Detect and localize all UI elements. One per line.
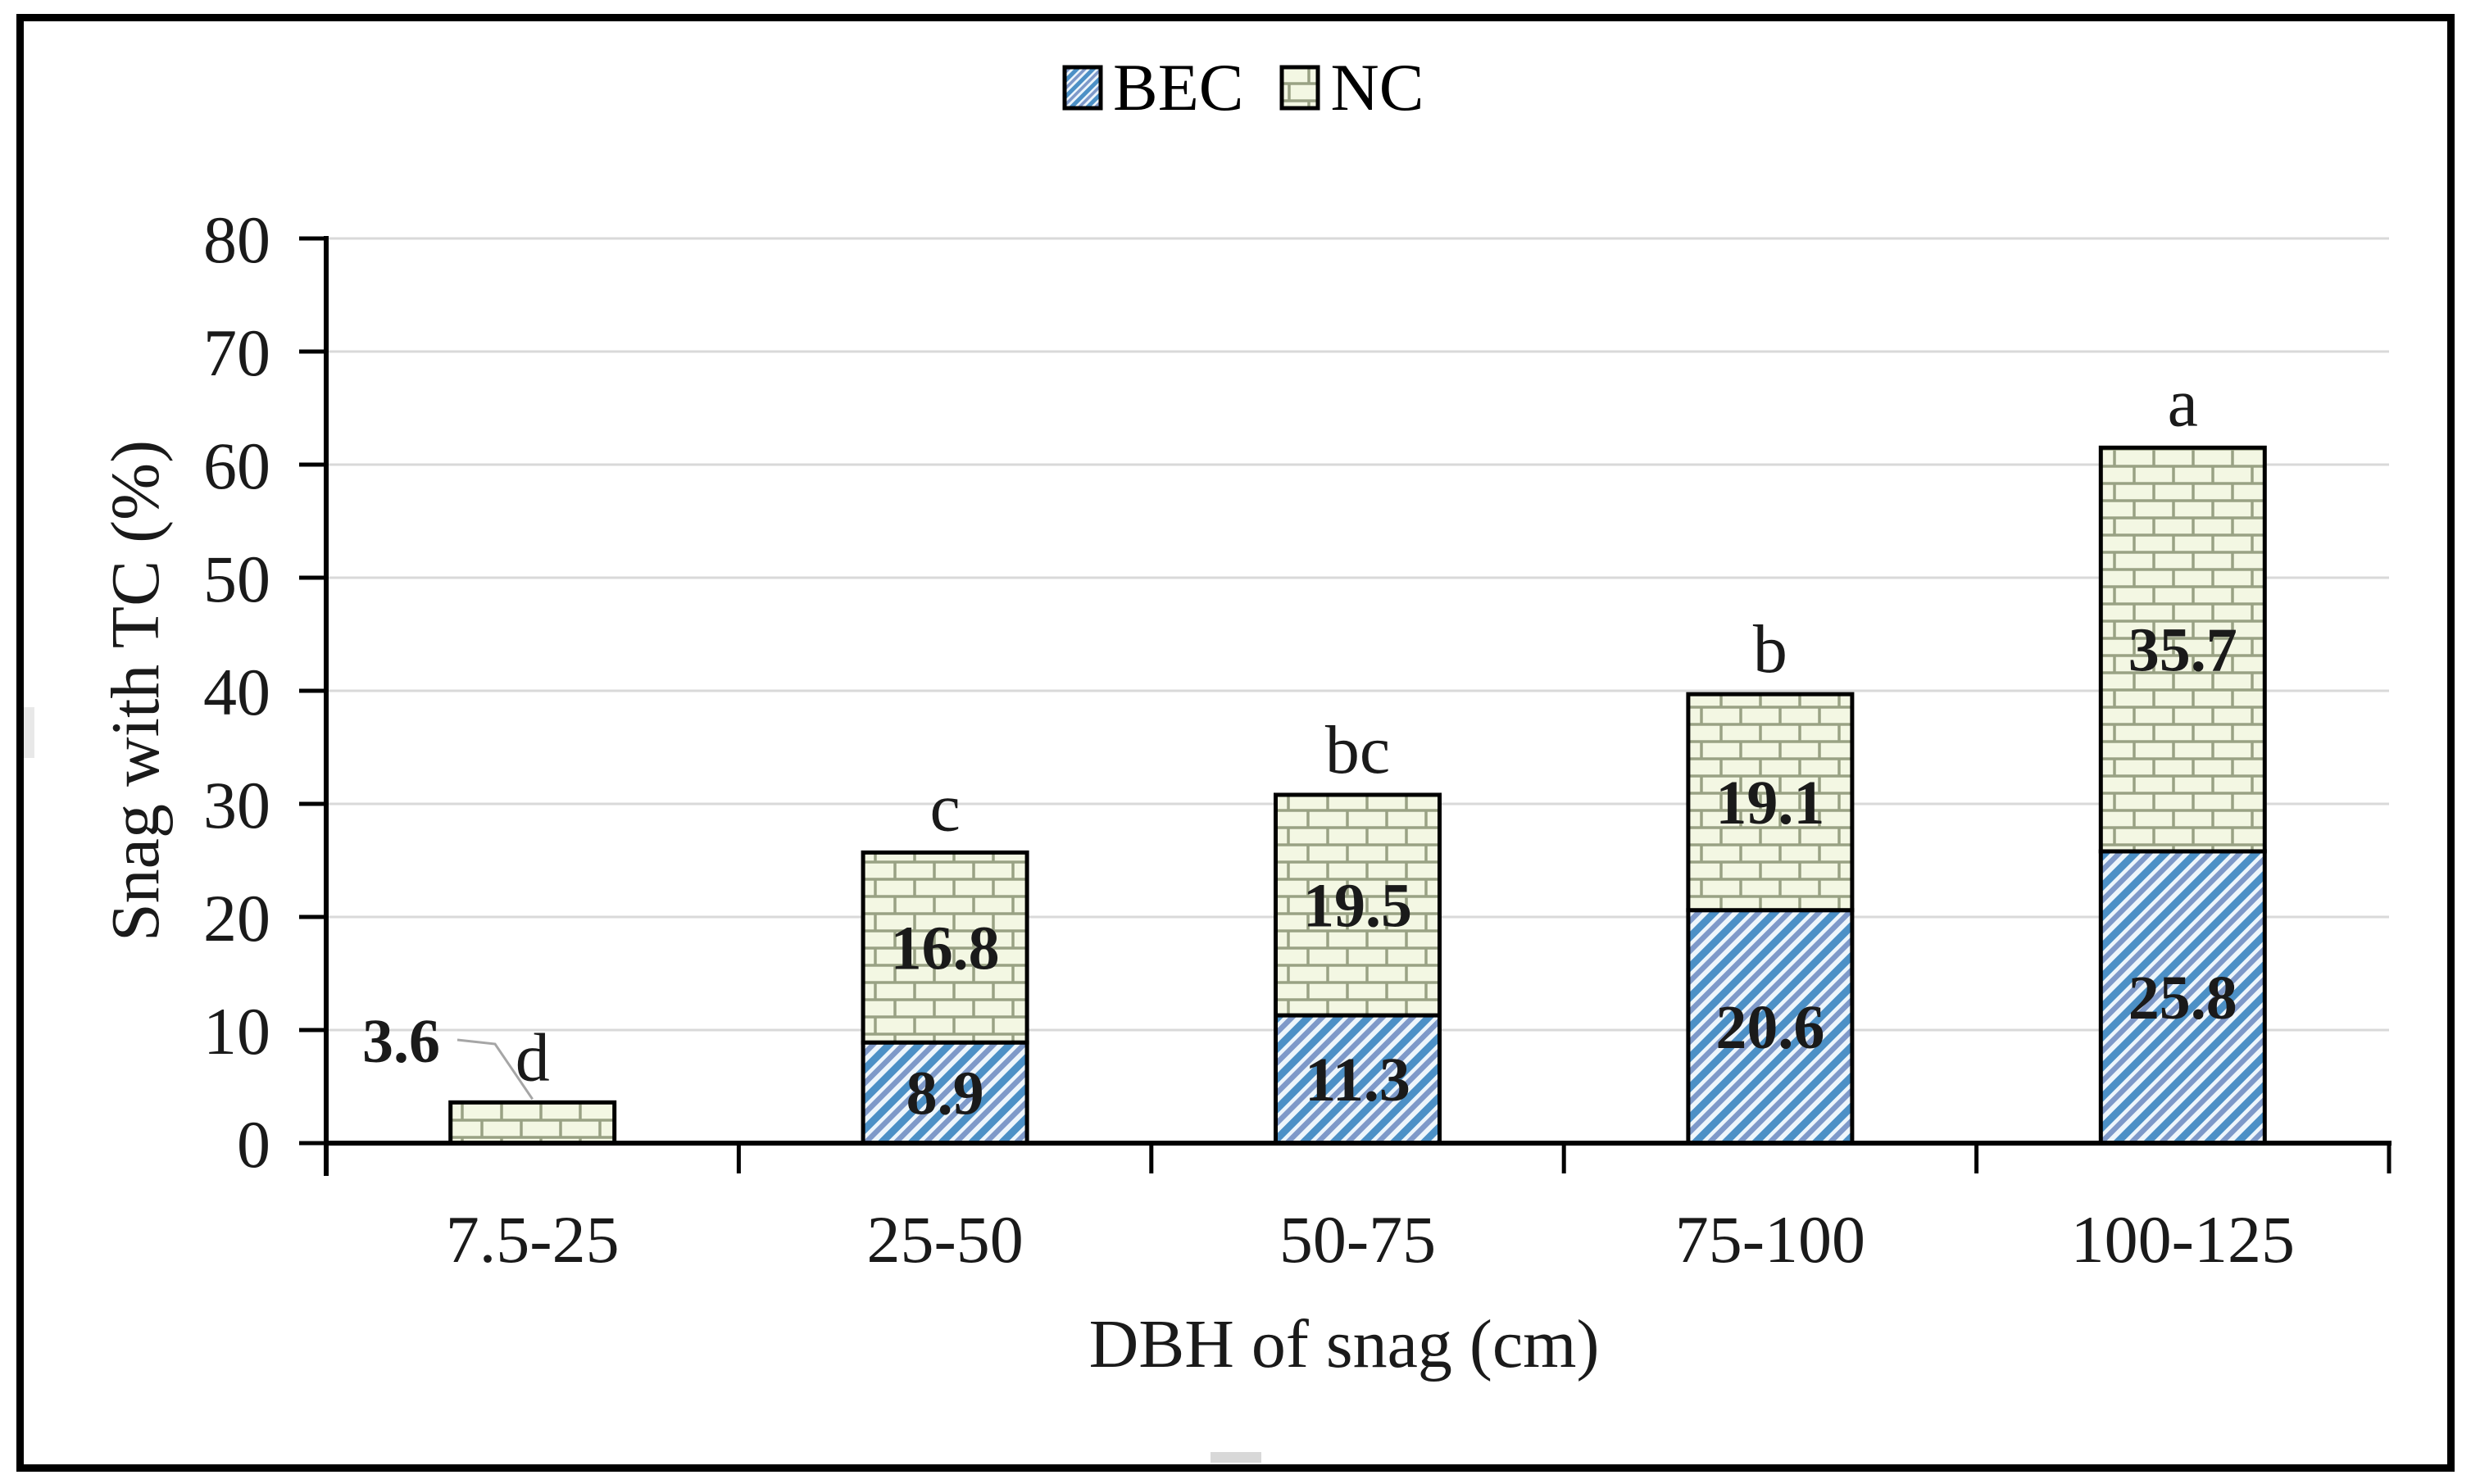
selection-handle-artifact-bottom [1211, 1452, 1261, 1463]
leader-line [456, 1038, 534, 1101]
significance-letter-25-50: c [929, 769, 960, 846]
selection-handle-artifact-left [24, 707, 34, 758]
significance-letter-100-125: a [2168, 365, 2198, 441]
legend-item-bec: BEC [1062, 54, 1243, 121]
bar-segment-bec-25-50 [861, 1040, 1029, 1146]
y-tick-label-60: 60 [203, 429, 270, 503]
y-tick-label-80: 80 [203, 202, 270, 277]
legend-item-nc: NC [1279, 54, 1424, 121]
bar-segment-bec-100-125 [2098, 849, 2267, 1146]
data-label-nc-75-100: 19.1 [1715, 769, 1824, 837]
x-tick-label-75-100: 75-100 [1675, 1202, 1865, 1277]
bar-segment-nc-100-125 [2098, 445, 2267, 854]
data-label-nc-25-50: 16.8 [891, 914, 1000, 983]
x-tick-label-25-50: 25-50 [866, 1202, 1023, 1277]
bar-segment-nc-7.5-25 [448, 1100, 617, 1146]
x-tick-label-7.5-25: 7.5-25 [446, 1202, 620, 1277]
bar-segment-nc-25-50 [861, 850, 1029, 1045]
y-tick-label-20: 20 [203, 881, 270, 955]
data-label-bec-100-125: 25.8 [2128, 964, 2237, 1032]
x-tick-label-100-125: 100-125 [2071, 1202, 2295, 1277]
data-label-bec-25-50: 8.9 [906, 1060, 984, 1128]
bar-segment-nc-50-75 [1274, 792, 1442, 1018]
data-label-nc-50-75: 19.5 [1303, 872, 1412, 941]
significance-letter-7.5-25: d [516, 1019, 550, 1096]
data-label-nc-100-125: 35.7 [2128, 616, 2237, 685]
x-tick-label-50-75: 50-75 [1279, 1202, 1436, 1277]
bar-segment-nc-75-100 [1686, 692, 1855, 913]
y-tick-label-30: 30 [203, 768, 270, 842]
y-tick-label-10: 10 [203, 994, 270, 1069]
legend-label-bec: BEC [1113, 50, 1244, 125]
significance-letter-75-100: b [1753, 611, 1787, 688]
outside-data-label-nc: 3.6 [362, 1007, 440, 1076]
data-label-bec-50-75: 11.3 [1305, 1046, 1410, 1114]
nc-brick-swatch-icon [1279, 65, 1320, 111]
bec-hatch-swatch-icon [1062, 65, 1103, 111]
y-tick-label-70: 70 [203, 315, 270, 390]
data-label-bec-75-100: 20.6 [1715, 993, 1824, 1062]
significance-letter-50-75: bc [1325, 712, 1390, 788]
x-axis-title: DBH of snag (cm) [1089, 1306, 1600, 1382]
y-tick-label-50: 50 [203, 542, 270, 616]
y-tick-label-40: 40 [203, 655, 270, 729]
chart-legend: BEC NC [1062, 54, 1424, 121]
y-tick-label-0: 0 [237, 1107, 270, 1182]
legend-label-nc: NC [1330, 50, 1424, 125]
y-axis-title: Snag with TC (%) [98, 440, 174, 942]
